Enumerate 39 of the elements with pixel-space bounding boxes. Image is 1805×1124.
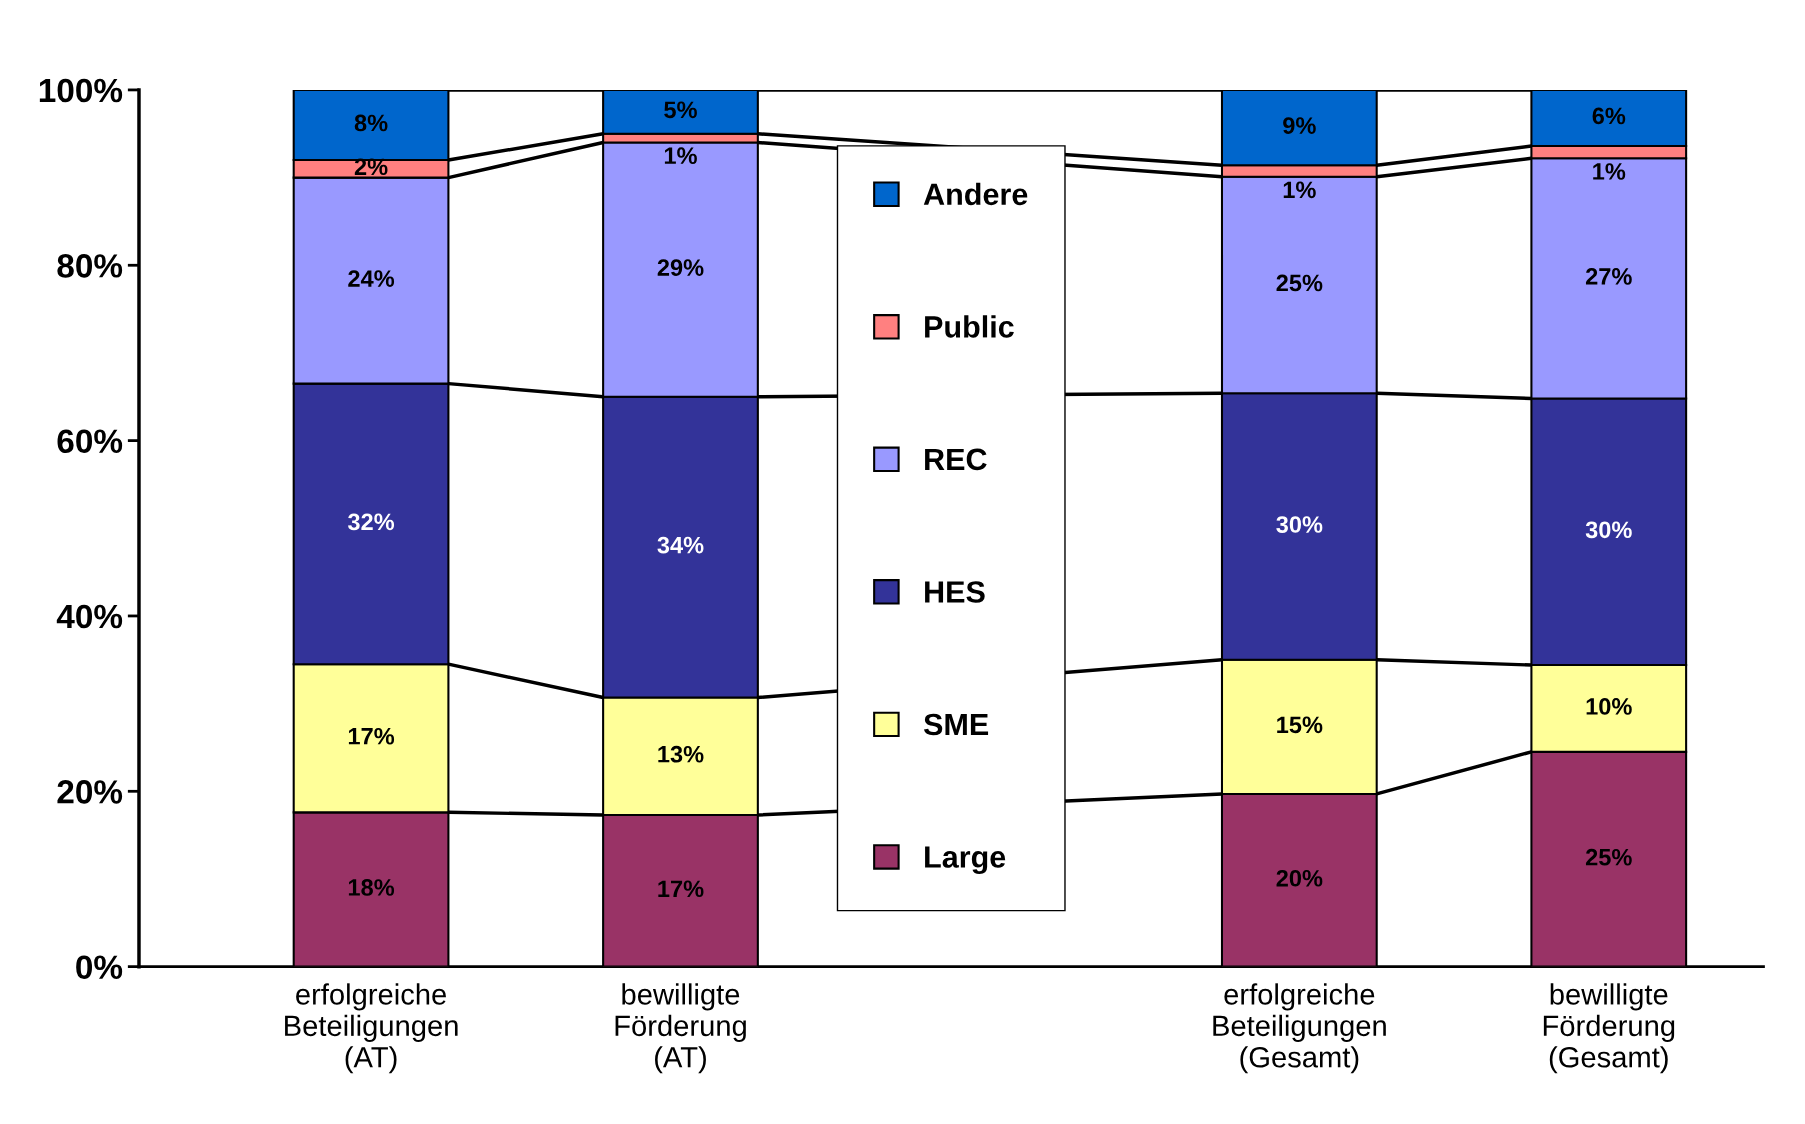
data-label: 25%	[1276, 274, 1323, 292]
data-label: 25%	[1585, 848, 1632, 866]
data-label: 17%	[348, 727, 395, 745]
data-label: 1%	[664, 147, 697, 164]
data-label: 1%	[1283, 181, 1316, 199]
x-tick-label: erfolgreiche Beteiligungen (AT)	[285, 983, 458, 1074]
data-label: 32%	[347, 513, 395, 531]
data-label: 34%	[657, 536, 704, 554]
legend-label: Large	[925, 846, 1006, 875]
y-tick-label: 100%	[39, 78, 123, 103]
data-label: 20%	[1276, 869, 1323, 887]
legend-label: Public	[925, 315, 1014, 338]
legend-label: REC	[925, 448, 987, 471]
y-tick-label: 40%	[56, 604, 123, 629]
data-label: 5%	[664, 101, 697, 119]
data-label: 18%	[348, 879, 395, 896]
legend-label: Andere	[923, 182, 1028, 206]
data-label: 6%	[1592, 107, 1626, 125]
x-tick-label: bewilligte Förderung (Gesamt)	[1543, 983, 1675, 1074]
data-label: 1%	[1593, 163, 1626, 180]
legend-label: HES	[925, 581, 985, 603]
y-tick-label: 80%	[57, 254, 123, 278]
x-tick-label: bewilligte Förderung (AT)	[615, 983, 746, 1074]
data-label: 10%	[1586, 698, 1632, 715]
legend-label: SME	[923, 713, 989, 736]
data-label: 9%	[1283, 117, 1316, 134]
y-tick-label: 60%	[57, 429, 123, 454]
data-label: 30%	[1585, 521, 1632, 539]
data-label: 17%	[658, 880, 704, 898]
data-label: 30%	[1276, 516, 1323, 533]
y-tick-label: 20%	[57, 780, 123, 804]
data-label: 13%	[658, 745, 704, 763]
data-label: 29%	[657, 259, 704, 276]
x-tick-label: erfolgreiche Beteiligungen (Gesamt)	[1213, 983, 1386, 1074]
data-label: 24%	[348, 270, 395, 287]
y-tick-label: 0%	[76, 955, 123, 980]
data-label: 27%	[1585, 268, 1632, 285]
data-label: 8%	[354, 114, 388, 132]
data-label: 15%	[1277, 716, 1323, 734]
